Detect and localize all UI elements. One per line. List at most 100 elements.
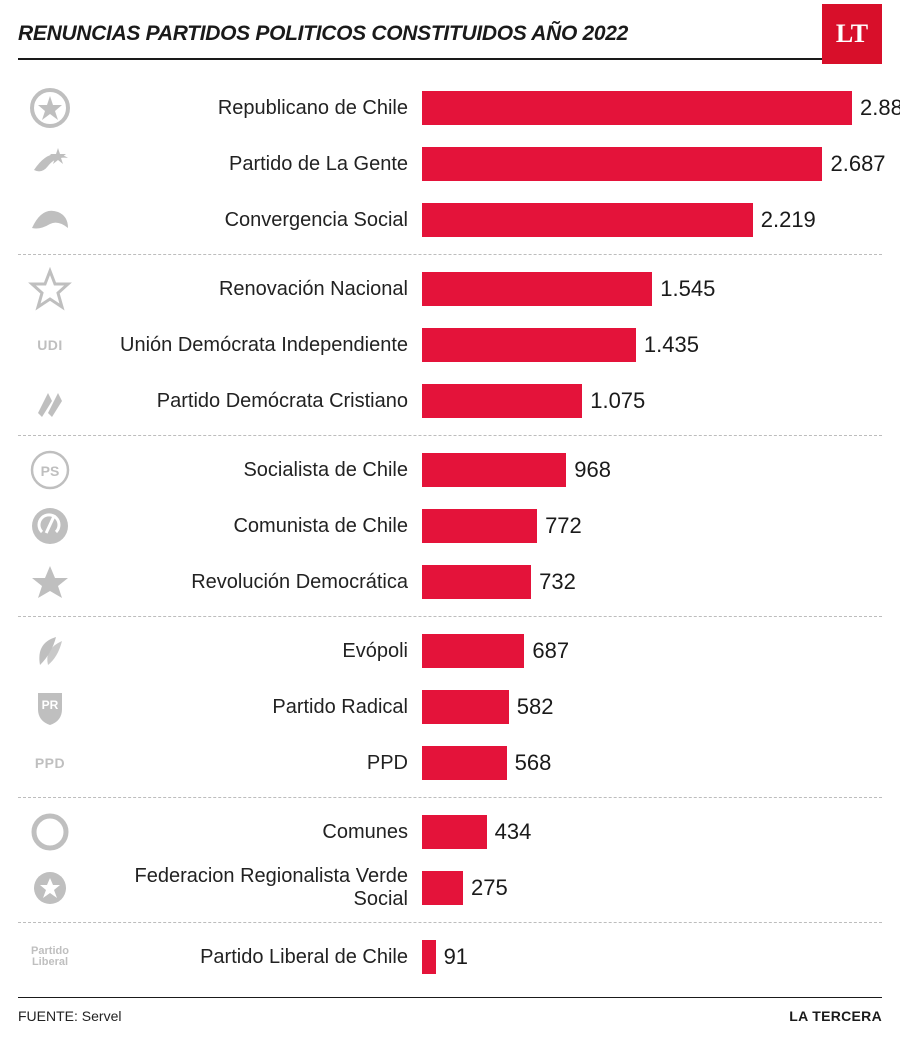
- party-icon: [18, 86, 82, 130]
- party-label: Revolución Democrática: [82, 571, 422, 594]
- bar-cell: 968: [422, 453, 882, 487]
- bar-value: 732: [531, 569, 576, 595]
- bar-cell: 275: [422, 871, 882, 905]
- party-label: Partido Radical: [82, 696, 422, 719]
- bar-value: 1.075: [582, 388, 645, 414]
- bar: [422, 940, 436, 974]
- svg-text:PR: PR: [42, 698, 59, 712]
- party-label: Partido Liberal de Chile: [82, 946, 422, 969]
- bar-value: 91: [436, 944, 468, 970]
- chart-row: Federacion Regionalista Verde Social 275: [18, 860, 882, 916]
- svg-text:PS: PS: [41, 463, 60, 479]
- source-label: FUENTE: Servel: [18, 1008, 121, 1024]
- bar-value: 2.885: [852, 95, 900, 121]
- bar-value: 434: [487, 819, 532, 845]
- bar: [422, 509, 537, 543]
- bar: [422, 690, 509, 724]
- bar-cell: 91: [422, 940, 882, 974]
- bar-cell: 582: [422, 690, 882, 724]
- chart-row: PS Socialista de Chile 968: [18, 442, 882, 498]
- bar: [422, 147, 822, 181]
- chart-group: PS Socialista de Chile 968 Comunista de …: [18, 436, 882, 617]
- party-icon: [18, 629, 82, 673]
- chart-group: Evópoli 687 PR Partido Radical 582 PPD P…: [18, 617, 882, 798]
- chart-row: Partido Demócrata Cristiano 1.075: [18, 373, 882, 429]
- party-icon: [18, 379, 82, 423]
- party-label: Socialista de Chile: [82, 459, 422, 482]
- bar-cell: 2.885: [422, 91, 900, 125]
- chart-group: PartidoLiberal Partido Liberal de Chile …: [18, 923, 882, 991]
- party-icon: UDI: [18, 337, 82, 353]
- party-label: Republicano de Chile: [82, 97, 422, 120]
- chart-row: Partido de La Gente 2.687: [18, 136, 882, 192]
- chart-row: Convergencia Social 2.219: [18, 192, 882, 248]
- bar-value: 568: [507, 750, 552, 776]
- bar-cell: 2.687: [422, 147, 886, 181]
- bar: [422, 634, 524, 668]
- bar-value: 275: [463, 875, 508, 901]
- party-label: Evópoli: [82, 640, 422, 663]
- party-icon: [18, 267, 82, 311]
- bar-cell: 772: [422, 509, 882, 543]
- party-icon: [18, 560, 82, 604]
- chart-row: Evópoli 687: [18, 623, 882, 679]
- party-label: Renovación Nacional: [82, 278, 422, 301]
- party-label: PPD: [82, 752, 422, 775]
- bar: [422, 565, 531, 599]
- bar: [422, 815, 487, 849]
- chart-row: Comunista de Chile 772: [18, 498, 882, 554]
- party-label: Unión Demócrata Independiente: [82, 334, 422, 357]
- bar-value: 968: [566, 457, 611, 483]
- brand-badge-text: LT: [836, 19, 868, 49]
- bar: [422, 203, 753, 237]
- chart-row: Comunes 434: [18, 804, 882, 860]
- bar: [422, 871, 463, 905]
- party-label: Convergencia Social: [82, 209, 422, 232]
- chart-group: Comunes 434 Federacion Regionalista Verd…: [18, 798, 882, 923]
- brand-badge: LT: [822, 4, 882, 64]
- chart-footer: FUENTE: Servel LA TERCERA: [18, 1008, 882, 1024]
- party-icon: PartidoLiberal: [18, 946, 82, 968]
- bar-cell: 1.435: [422, 328, 882, 362]
- party-icon: [18, 810, 82, 854]
- bar-chart: Republicano de Chile 2.885 Partido de La…: [18, 74, 882, 991]
- chart-row: PR Partido Radical 582: [18, 679, 882, 735]
- chart-group: Renovación Nacional 1.545 UDI Unión Demó…: [18, 255, 882, 436]
- bar-cell: 568: [422, 746, 882, 780]
- bar: [422, 272, 652, 306]
- bar-value: 582: [509, 694, 554, 720]
- bar: [422, 746, 507, 780]
- bar-value: 687: [524, 638, 569, 664]
- bar-value: 1.435: [636, 332, 699, 358]
- party-icon: [18, 142, 82, 186]
- bar-value: 1.545: [652, 276, 715, 302]
- chart-row: Renovación Nacional 1.545: [18, 261, 882, 317]
- chart-row: Republicano de Chile 2.885: [18, 80, 882, 136]
- chart-row: UDI Unión Demócrata Independiente 1.435: [18, 317, 882, 373]
- bar: [422, 91, 852, 125]
- party-icon: [18, 866, 82, 910]
- bar-cell: 732: [422, 565, 882, 599]
- bar: [422, 453, 566, 487]
- bar-cell: 434: [422, 815, 882, 849]
- chart-header: RENUNCIAS PARTIDOS POLITICOS CONSTITUIDO…: [18, 12, 882, 60]
- chart-row: PPD PPD 568: [18, 735, 882, 791]
- bar: [422, 328, 636, 362]
- bar-cell: 2.219: [422, 203, 882, 237]
- bar-value: 772: [537, 513, 582, 539]
- party-label: Federacion Regionalista Verde Social: [82, 865, 422, 911]
- party-icon: [18, 198, 82, 242]
- bar-value: 2.687: [822, 151, 885, 177]
- party-label: Comunista de Chile: [82, 515, 422, 538]
- bar-cell: 687: [422, 634, 882, 668]
- bar: [422, 384, 582, 418]
- chart-group: Republicano de Chile 2.885 Partido de La…: [18, 74, 882, 255]
- party-label: Comunes: [82, 821, 422, 844]
- party-icon: PPD: [18, 755, 82, 771]
- party-label: Partido de La Gente: [82, 153, 422, 176]
- party-icon: PR: [18, 685, 82, 729]
- publisher-label: LA TERCERA: [789, 1008, 882, 1024]
- party-icon: [18, 504, 82, 548]
- party-label: Partido Demócrata Cristiano: [82, 390, 422, 413]
- chart-row: Revolución Democrática 732: [18, 554, 882, 610]
